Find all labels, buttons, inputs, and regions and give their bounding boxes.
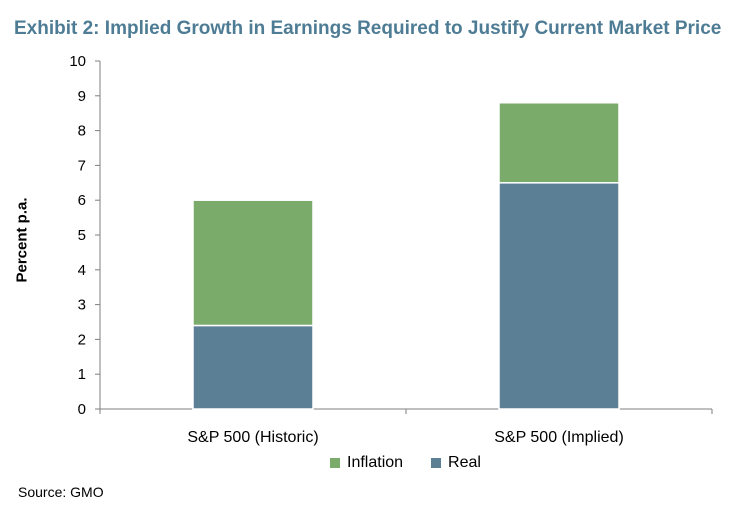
y-tick-label: 2 bbox=[78, 331, 86, 348]
x-tick-label: S&P 500 (Implied) bbox=[494, 429, 624, 446]
legend-swatch-real bbox=[431, 458, 442, 468]
bar-real-1 bbox=[498, 182, 620, 410]
y-tick-label: 5 bbox=[78, 227, 86, 244]
y-tick-label: 3 bbox=[78, 297, 86, 314]
source-note: Source: GMO bbox=[18, 484, 104, 500]
y-tick-label: 8 bbox=[78, 123, 86, 140]
y-tick-label: 0 bbox=[78, 401, 86, 418]
y-tick-label: 9 bbox=[78, 88, 86, 105]
y-tick-label: 6 bbox=[78, 192, 86, 209]
bar-real-0 bbox=[192, 324, 314, 410]
legend: Inflation Real bbox=[330, 454, 509, 472]
chart-title: Exhibit 2: Implied Growth in Earnings Re… bbox=[14, 18, 722, 39]
legend-item-real: Real bbox=[431, 454, 481, 472]
bars bbox=[192, 102, 620, 410]
y-axis-label: Percent p.a. bbox=[13, 197, 31, 283]
legend-label-real: Real bbox=[448, 454, 481, 471]
legend-swatch-inflation bbox=[330, 458, 340, 468]
y-tick-label: 1 bbox=[78, 366, 86, 383]
tick-labels: 0 1 2 3 4 5 6 7 8 9 10 S&P 500 (Historic) S&P 500 (I… bbox=[69, 53, 623, 446]
legend-item-inflation: Inflation bbox=[330, 454, 403, 472]
y-tick-label: 4 bbox=[78, 262, 86, 279]
y-tick-label: 7 bbox=[78, 157, 86, 174]
bar-inflation-1 bbox=[498, 102, 620, 184]
x-tick-label: S&P 500 (Historic) bbox=[187, 429, 318, 446]
bar-inflation-0 bbox=[192, 199, 314, 327]
legend-label-inflation: Inflation bbox=[347, 454, 404, 471]
y-tick-label: 10 bbox=[69, 53, 86, 70]
